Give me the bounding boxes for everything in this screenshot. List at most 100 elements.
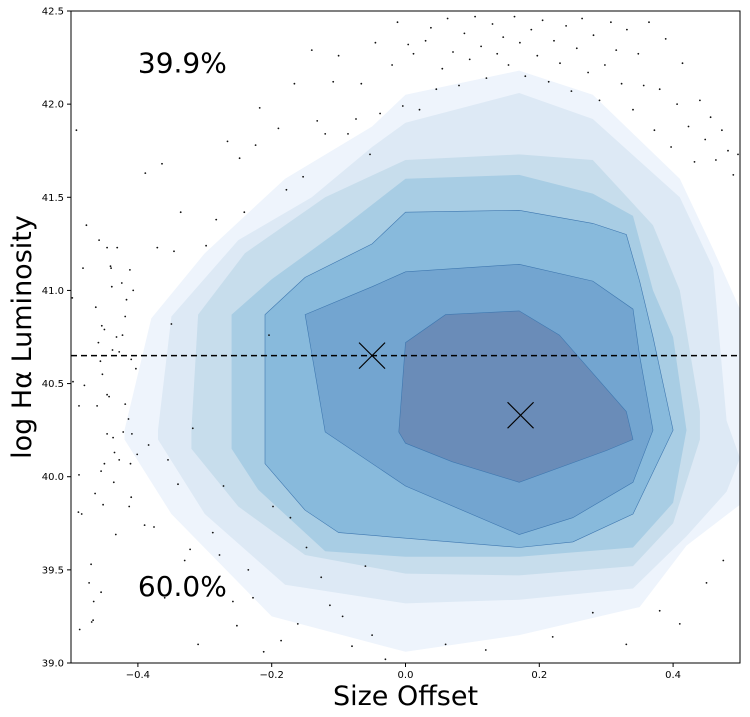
scatter-point [254,144,257,147]
x-tick-label: −0.4 [126,670,150,681]
scatter-point [83,384,86,387]
scatter-point [293,82,296,85]
scatter-point [109,265,112,268]
scatter-point [173,250,175,253]
scatter-point [412,52,415,55]
scatter-point [598,99,601,102]
scatter-point [709,116,712,119]
scatter-point [332,80,335,83]
scatter-point [458,84,460,87]
y-axis-ticks: 39.0 39.5 40.0 40.5 41.0 41.5 42.0 42.5 [42,7,71,670]
scatter-point [347,133,349,135]
scatter-point [424,39,427,42]
scatter-point [480,45,482,48]
scatter-point [604,64,606,66]
y-tick-label: 42.0 [42,100,64,111]
scatter-point [122,431,125,433]
scatter-point [678,623,681,625]
scatter-point [699,99,701,102]
scatter-point [111,349,114,351]
scatter-point [161,162,163,165]
scatter-point [513,15,516,18]
scatter-point [130,358,133,361]
scatter-point [553,39,555,42]
scatter-point [121,334,124,336]
scatter-point [658,88,661,91]
y-tick-label: 42.5 [42,7,64,18]
scatter-point [118,351,121,353]
scatter-point [721,129,723,132]
scatter-point [72,380,74,383]
scatter-point [100,324,103,327]
scatter-point [146,576,149,579]
scatter-point [110,285,113,288]
scatter-point [108,395,110,398]
scatter-point [191,427,194,430]
scatter-point [77,511,80,513]
scatter-point [289,516,292,519]
scatter-point [610,21,612,24]
scatter-point [693,161,696,163]
scatter-point [379,112,381,115]
scatter-point [262,650,265,653]
x-tick-label: 0.2 [531,670,547,681]
scatter-point [211,531,214,534]
scatter-point [670,146,672,148]
scatter-point [536,54,539,57]
scatter-point [341,615,344,618]
scatter-point [124,315,127,318]
scatter-point [100,591,102,594]
scatter-point [101,373,104,376]
scatter-point [722,559,725,562]
scatter-point [136,453,139,456]
scatter-point [78,405,80,407]
x-marker [507,401,534,429]
scatter-point [98,239,100,242]
scatter-point [112,481,115,484]
scatter-point [324,133,327,135]
scatter-point [232,600,234,603]
scatter-point [114,533,117,536]
scatter-point [727,149,729,152]
scatter-point [468,58,471,61]
scatter-point [591,611,594,614]
x-axis-ticks: −0.4 −0.2 0.0 0.2 0.4 [126,663,681,681]
scatter-point [100,470,102,472]
scatter-point [116,246,119,249]
scatter-point [218,554,221,556]
scatter-point [153,526,155,528]
y-tick-label: 40.0 [42,472,64,483]
scatter-point [115,336,118,338]
scatter-point [80,513,83,515]
scatter-point [131,433,133,435]
scatter-point [474,15,476,18]
scatter-point [163,596,166,599]
scatter-point [189,548,192,551]
scatter-point [648,21,650,24]
scatter-point [120,282,123,284]
scatter-point [90,621,93,623]
contour-level-7 [398,310,634,483]
scatter-point [581,17,583,20]
scatter-point [129,462,132,465]
scatter-point [103,328,106,331]
scatter-point [78,474,80,476]
scatter-point [78,628,81,631]
scatter-point [106,433,108,435]
scatter-point [124,403,127,405]
scatter-point [737,153,739,156]
scatter-point [620,82,623,85]
y-tick-label: 39.5 [42,565,64,576]
scatter-point [167,459,169,461]
scatter-point [374,41,377,44]
scatter-point [446,17,449,20]
scatter-point [615,49,618,51]
scatter-point [441,67,444,70]
scatter-point [642,84,645,87]
scatter-point [681,62,684,65]
scatter-point [452,51,454,53]
scatter-point [316,120,319,122]
scatter-point [653,129,656,132]
scatter-point [491,23,494,25]
